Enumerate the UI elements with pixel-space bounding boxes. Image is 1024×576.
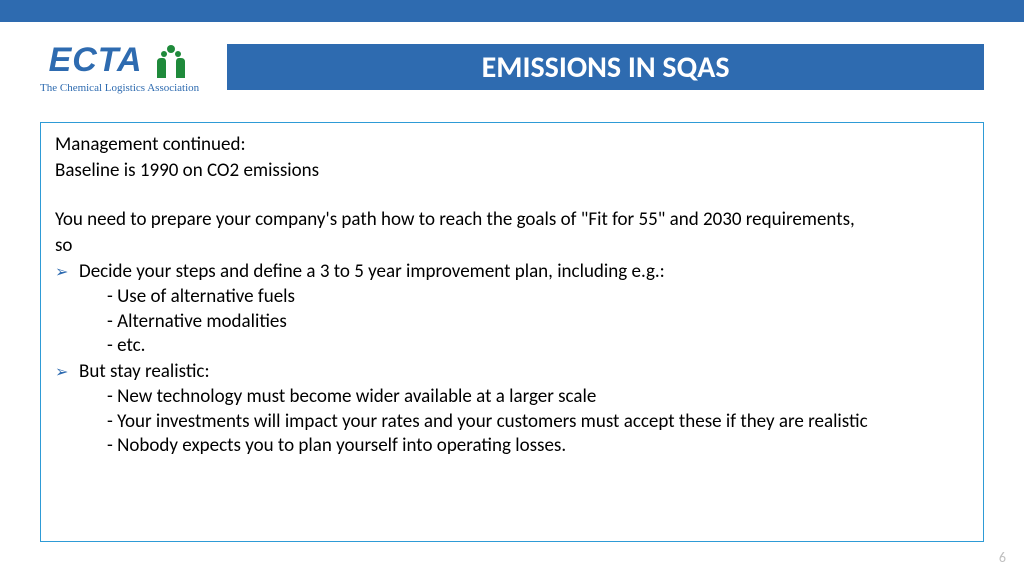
bullet-decide: ➢ Decide your steps and define a 3 to 5 … <box>55 260 969 285</box>
sub-etc: - etc. <box>55 334 969 358</box>
title-bar: EMISSIONS IN SQAS <box>227 44 984 90</box>
bullet-realistic-text: But stay realistic: <box>79 360 969 384</box>
sub-losses: - Nobody expects you to plan yourself in… <box>55 434 969 458</box>
top-bar <box>0 0 1024 22</box>
header-row: ECTA The Chemical Logistics Association … <box>40 36 984 98</box>
logo-tagline: The Chemical Logistics Association <box>40 82 199 94</box>
bullet-decide-text: Decide your steps and define a 3 to 5 ye… <box>79 260 969 284</box>
sub-alt-modalities: - Alternative modalities <box>55 310 969 334</box>
blank-line <box>55 186 969 208</box>
para-baseline: Baseline is 1990 on CO2 emissions <box>55 159 969 183</box>
page-number: 6 <box>999 549 1006 566</box>
bullet-realistic: ➢ But stay realistic: <box>55 360 969 385</box>
hands-icon <box>151 40 191 80</box>
slide: ECTA The Chemical Logistics Association … <box>0 0 1024 576</box>
sub-investments: - Your investments will impact your rate… <box>55 410 969 434</box>
content-box: Management continued: Baseline is 1990 o… <box>40 122 984 542</box>
logo-block: ECTA The Chemical Logistics Association <box>40 40 199 94</box>
logo-text: ECTA <box>49 41 143 80</box>
chevron-right-icon: ➢ <box>55 260 79 285</box>
para-prepare-b: so <box>55 234 969 258</box>
sub-technology: - New technology must become wider avail… <box>55 385 969 409</box>
para-management: Management continued: <box>55 133 969 157</box>
chevron-right-icon: ➢ <box>55 360 79 385</box>
logo-top: ECTA <box>49 40 191 80</box>
sub-alt-fuels: - Use of alternative fuels <box>55 285 969 309</box>
slide-title: EMISSIONS IN SQAS <box>482 49 730 86</box>
para-prepare-a: You need to prepare your company's path … <box>55 208 969 232</box>
